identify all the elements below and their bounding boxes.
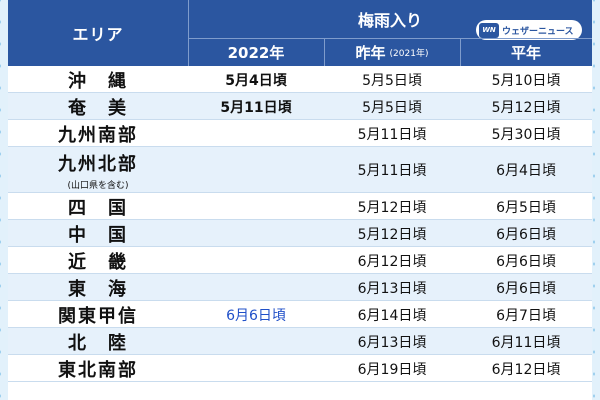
date-last-year-cell: 6月14日頃 bbox=[357, 307, 427, 324]
weathernews-logo-icon: WN bbox=[479, 22, 499, 38]
date-last-year-cell: 5月11日頃 bbox=[357, 126, 427, 143]
date-2022-cell: 5月11日頃 bbox=[220, 99, 292, 116]
area-name: 中 国 bbox=[68, 224, 128, 246]
date-last-year-cell: 6月13日頃 bbox=[357, 334, 427, 351]
column-header-last-year: 昨年 (2021年) bbox=[324, 39, 460, 66]
row-divider bbox=[8, 119, 592, 120]
date-normal-cell: 6月6日頃 bbox=[496, 280, 556, 297]
date-2022-cell bbox=[188, 220, 324, 247]
date-last-year-cell: 5月12日頃 bbox=[357, 199, 427, 216]
table-row: 奄 美 5月11日頃 5月5日頃 5月12日頃 bbox=[8, 93, 592, 120]
area-name: 九州南部 bbox=[58, 124, 138, 146]
row-divider bbox=[8, 327, 592, 328]
area-cell: 九州北部 (山口県を含む) bbox=[8, 147, 188, 193]
rainy-season-table: エリア 梅雨入り WN ウェザーニュース 2022年 昨年 (2021年) 平年… bbox=[8, 0, 592, 400]
area-cell: 近 畿 bbox=[8, 247, 188, 274]
area-name: 東 海 bbox=[68, 278, 128, 300]
date-2022-cell bbox=[188, 247, 324, 274]
area-cell: 九州南部 bbox=[8, 120, 188, 147]
date-2022-cell bbox=[188, 355, 324, 382]
date-normal-cell: 5月30日頃 bbox=[491, 126, 561, 143]
date-normal-cell: 5月12日頃 bbox=[491, 99, 561, 116]
date-normal-cell: 6月11日頃 bbox=[491, 334, 561, 351]
date-last-year-cell: 5月5日頃 bbox=[362, 72, 422, 89]
row-divider bbox=[8, 219, 592, 220]
table-row: 関東甲信 6月6日頃 6月14日頃 6月7日頃 bbox=[8, 301, 592, 328]
date-normal-cell: 6月4日頃 bbox=[496, 163, 556, 179]
date-normal-cell: 6月6日頃 bbox=[496, 226, 556, 243]
row-divider bbox=[8, 246, 592, 247]
table-row: 九州北部 (山口県を含む) 5月11日頃 6月4日頃 bbox=[8, 147, 592, 193]
date-2022-cell bbox=[188, 274, 324, 301]
date-last-year-cell: 5月12日頃 bbox=[357, 226, 427, 243]
header-divider bbox=[324, 38, 325, 66]
area-note: (山口県を含む) bbox=[67, 180, 129, 191]
area-cell: 奄 美 bbox=[8, 93, 188, 120]
row-divider bbox=[8, 192, 592, 193]
column-header-last-year-note: (2021年) bbox=[389, 49, 429, 59]
date-2022-cell: 5月4日頃 bbox=[225, 72, 287, 89]
table-row: 東 海 6月13日頃 6月6日頃 bbox=[8, 274, 592, 301]
row-divider bbox=[8, 92, 592, 93]
header-divider bbox=[188, 38, 592, 39]
area-cell: 北 陸 bbox=[8, 328, 188, 355]
date-normal-cell: 6月6日頃 bbox=[496, 253, 556, 270]
date-2022-cell bbox=[188, 328, 324, 355]
table-row: 四 国 5月12日頃 6月5日頃 bbox=[8, 193, 592, 220]
date-last-year-cell: 5月5日頃 bbox=[362, 99, 422, 116]
area-name: 四 国 bbox=[68, 197, 128, 219]
date-last-year-cell: 6月19日頃 bbox=[357, 361, 427, 378]
row-divider bbox=[8, 300, 592, 301]
area-cell: 東北南部 bbox=[8, 355, 188, 382]
row-divider bbox=[8, 381, 592, 382]
area-name: 奄 美 bbox=[68, 97, 128, 119]
brand-badge: WN ウェザーニュース bbox=[476, 20, 582, 40]
area-name: 近 畿 bbox=[68, 251, 128, 273]
date-last-year-cell: 6月12日頃 bbox=[357, 253, 427, 270]
area-cell: 関東甲信 bbox=[8, 301, 188, 328]
date-2022-cell bbox=[188, 193, 324, 220]
row-divider bbox=[8, 146, 592, 147]
area-name: 九州北部 bbox=[58, 153, 138, 175]
area-cell: 中 国 bbox=[8, 220, 188, 247]
table-row: 九州南部 5月11日頃 5月30日頃 bbox=[8, 120, 592, 147]
date-normal-cell: 6月12日頃 bbox=[491, 361, 561, 378]
date-2022-cell bbox=[188, 120, 324, 147]
row-divider bbox=[8, 354, 592, 355]
area-cell: 四 国 bbox=[8, 193, 188, 220]
table-row: 東北南部 6月19日頃 6月12日頃 bbox=[8, 355, 592, 382]
area-cell: 沖 縄 bbox=[8, 66, 188, 93]
table-row: 北 陸 6月13日頃 6月11日頃 bbox=[8, 328, 592, 355]
date-2022-cell bbox=[188, 147, 324, 193]
column-header-2022: 2022年 bbox=[227, 44, 285, 62]
column-header-last-year-label: 昨年 bbox=[355, 44, 386, 62]
area-column-header: エリア bbox=[72, 25, 124, 44]
header-divider bbox=[188, 0, 189, 66]
table-header: エリア 梅雨入り WN ウェザーニュース 2022年 昨年 (2021年) 平年 bbox=[8, 0, 592, 66]
date-last-year-cell: 6月13日頃 bbox=[357, 280, 427, 297]
table-row: 近 畿 6月12日頃 6月6日頃 bbox=[8, 247, 592, 274]
table-row: 沖 縄 5月4日頃 5月5日頃 5月10日頃 bbox=[8, 66, 592, 93]
area-name: 沖 縄 bbox=[68, 70, 128, 92]
date-normal-cell: 6月5日頃 bbox=[496, 199, 556, 216]
area-cell: 東 海 bbox=[8, 274, 188, 301]
brand-name: ウェザーニュース bbox=[502, 26, 574, 37]
column-header-normal: 平年 bbox=[510, 44, 541, 62]
area-name: 関東甲信 bbox=[58, 305, 138, 327]
table-row: 中 国 5月12日頃 6月6日頃 bbox=[8, 220, 592, 247]
row-divider bbox=[8, 273, 592, 274]
area-name: 北 陸 bbox=[68, 332, 128, 354]
group-header: 梅雨入り bbox=[357, 11, 422, 30]
date-last-year-cell: 5月11日頃 bbox=[357, 163, 427, 179]
date-normal-cell: 5月10日頃 bbox=[491, 72, 561, 89]
area-name: 東北南部 bbox=[58, 359, 138, 381]
date-normal-cell: 6月7日頃 bbox=[496, 307, 556, 324]
header-divider bbox=[460, 38, 461, 66]
date-2022-cell: 6月6日頃 bbox=[226, 307, 286, 324]
